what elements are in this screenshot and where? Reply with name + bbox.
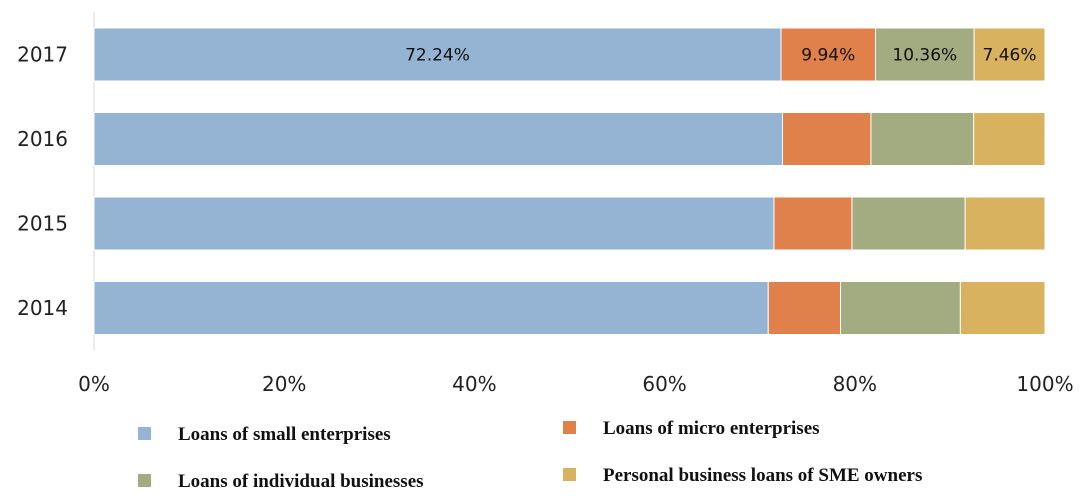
legend-label-series-2: Loans of micro enterprises xyxy=(603,418,820,439)
x-tick-label: 60% xyxy=(642,372,686,396)
bar-segment-2014-series-2 xyxy=(767,281,842,335)
bar-segment-2017-series-3 xyxy=(875,27,975,82)
bar-segment-2016-series-1 xyxy=(93,112,784,166)
x-axis-tick-labels: 0% 20% 40% 60% 80% 100% xyxy=(78,372,1073,396)
data-label-2017-series-2: 9.94% xyxy=(801,46,855,66)
bar-segment-2017-series-4 xyxy=(973,27,1046,82)
legend-swatch-series-2 xyxy=(563,421,576,434)
bar-segment-2015-series-4 xyxy=(964,196,1046,251)
legend-swatch-series-3 xyxy=(138,474,151,487)
bar-segment-2016-series-2 xyxy=(782,112,872,166)
bar-segment-2015-series-3 xyxy=(851,196,966,251)
y-tick-label-2017: 2017 xyxy=(17,43,68,67)
x-tick-label: 0% xyxy=(78,372,110,396)
bar-segment-2014-series-3 xyxy=(840,281,961,335)
bar-area: 72.24% 9.94% 10.36% 7.46% xyxy=(93,27,1046,335)
bar-segment-2016-series-4 xyxy=(973,112,1046,166)
y-tick-label-2014: 2014 xyxy=(17,296,68,320)
legend-swatch-series-4 xyxy=(563,468,576,481)
data-label-2017-series-3: 10.36% xyxy=(892,46,957,66)
bar-segment-2014-series-1 xyxy=(93,281,769,335)
x-tick-label: 20% xyxy=(262,372,306,396)
legend-label-series-3: Loans of individual businesses xyxy=(178,471,424,492)
y-tick-label-2016: 2016 xyxy=(17,127,68,151)
legend-swatch-series-1 xyxy=(138,427,151,440)
y-axis-tick-labels: 2017 2016 2015 2014 xyxy=(17,43,68,321)
legend-label-series-1: Loans of small enterprises xyxy=(178,424,391,445)
y-tick-label-2015: 2015 xyxy=(17,212,68,236)
bar-segment-2017-series-1 xyxy=(93,27,782,82)
bar-segment-2014-series-4 xyxy=(959,281,1046,335)
bar-segment-2017-series-2 xyxy=(780,27,877,82)
x-tick-label: 80% xyxy=(833,372,877,396)
bar-segment-2015-series-1 xyxy=(93,196,775,251)
legend-label-series-4: Personal business loans of SME owners xyxy=(603,465,922,486)
x-tick-label: 100% xyxy=(1016,372,1073,396)
data-label-2017-series-1: 72.24% xyxy=(405,46,470,66)
x-tick-label: 40% xyxy=(452,372,496,396)
data-label-2017-series-4: 7.46% xyxy=(983,46,1037,66)
bar-segment-2015-series-2 xyxy=(773,196,853,251)
bar-segment-2016-series-3 xyxy=(870,112,975,166)
legend: Loans of small enterprises Loans of micro… xyxy=(138,418,922,492)
